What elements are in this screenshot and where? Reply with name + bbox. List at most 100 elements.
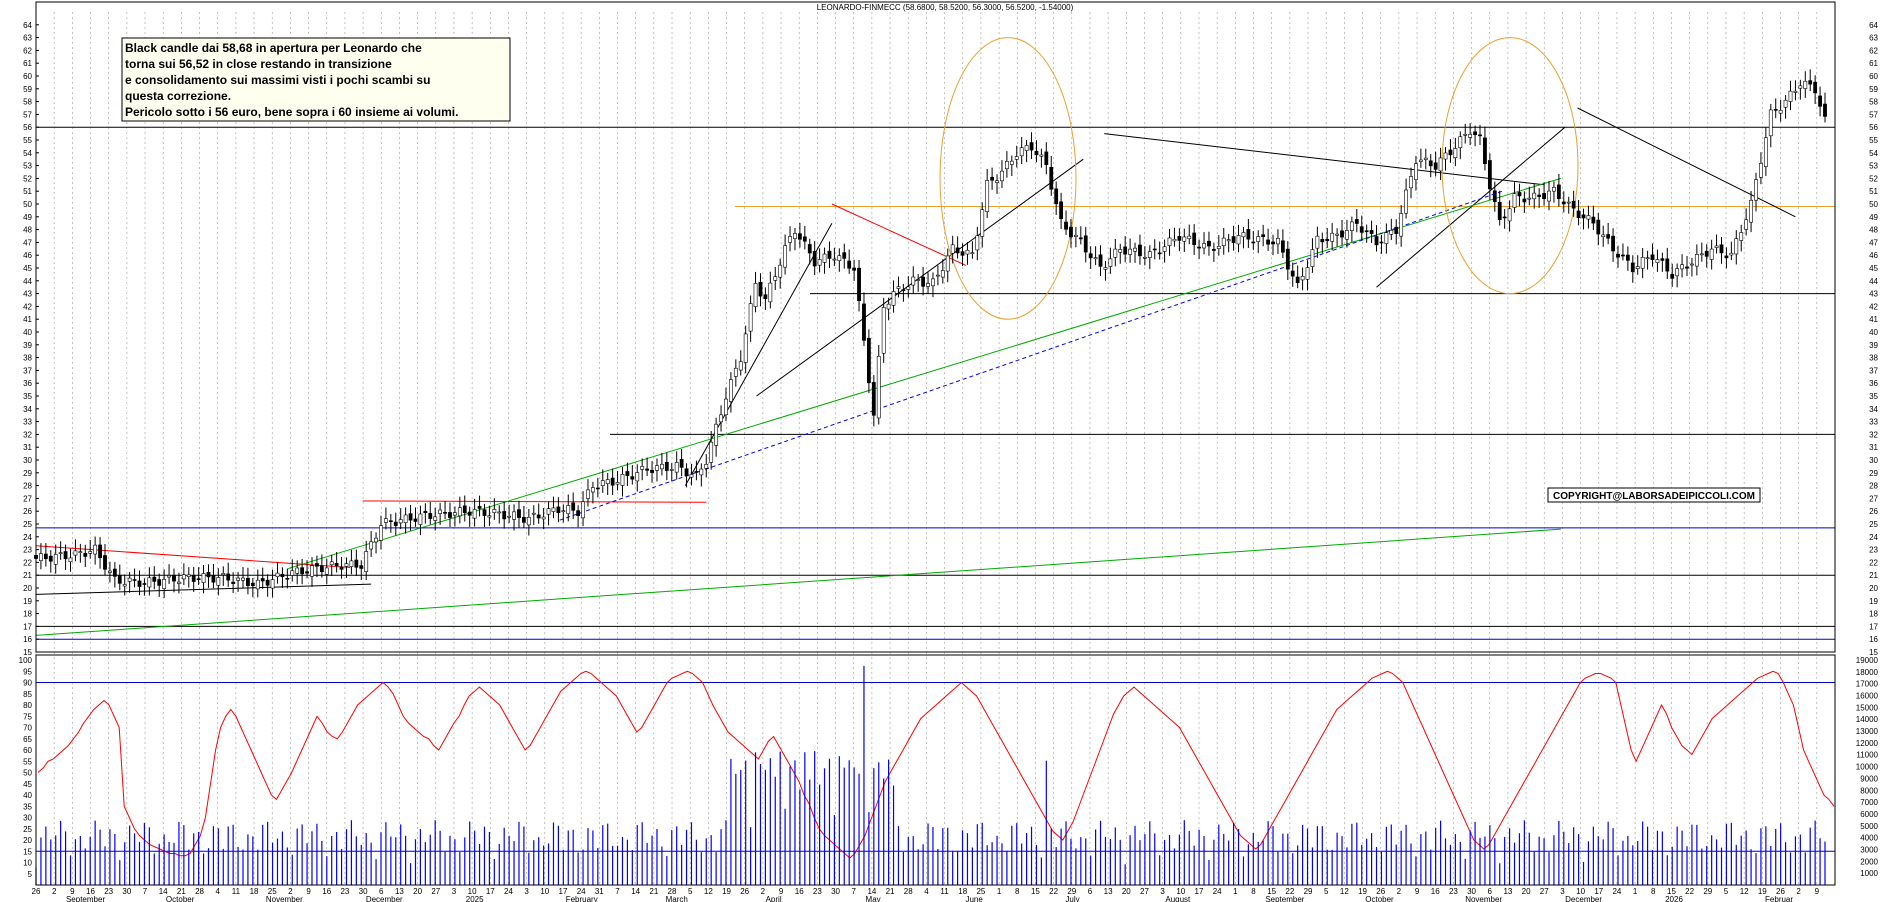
x-day-tick: 22	[1049, 887, 1058, 896]
candle-body	[980, 209, 985, 237]
candle-body	[891, 291, 896, 306]
candle-body	[1517, 192, 1522, 197]
candle-body	[1487, 160, 1492, 190]
candle-body	[196, 578, 201, 581]
candle-body	[1157, 252, 1162, 255]
candle-body	[103, 555, 107, 570]
candle-body	[881, 307, 886, 354]
candle-body	[1207, 240, 1211, 247]
trend-line	[362, 500, 707, 503]
candle-body	[1034, 150, 1039, 156]
x-day-tick: 28	[195, 887, 204, 896]
x-day-tick: 5	[688, 887, 693, 896]
candle-body	[428, 513, 433, 519]
x-day-tick: 29	[1067, 887, 1076, 896]
candle-body	[1019, 147, 1024, 157]
candle-body	[640, 466, 645, 470]
y-tick-right: 38	[1869, 354, 1878, 363]
x-day-tick: 30	[359, 887, 368, 896]
x-day-tick: 21	[177, 887, 186, 896]
x-month-tick: October	[166, 895, 195, 902]
osc-tick: 90	[23, 679, 32, 688]
y-tick-right: 44	[1869, 277, 1878, 286]
y-tick-left: 26	[23, 507, 32, 516]
candle-body	[1473, 131, 1477, 136]
candle-body	[63, 551, 68, 560]
candle-body	[1418, 159, 1423, 162]
candle-body	[1433, 162, 1438, 170]
x-day-tick: 11	[940, 887, 949, 896]
candle-body	[241, 577, 245, 581]
x-day-tick: 5	[1724, 887, 1729, 896]
candle-body	[595, 487, 600, 490]
candle-body	[768, 282, 773, 303]
volume-tick: 7000	[1860, 798, 1878, 807]
osc-tick: 30	[23, 814, 32, 823]
x-day-tick: 3	[1560, 887, 1565, 896]
candle-body	[191, 575, 196, 582]
candle-body	[802, 236, 807, 242]
x-day-tick: 20	[413, 887, 422, 896]
candle-body	[1759, 163, 1763, 178]
candle-body	[1616, 253, 1620, 258]
candle-body	[679, 459, 684, 468]
candle-body	[305, 571, 309, 574]
y-tick-left: 20	[23, 584, 32, 593]
candle-body	[551, 507, 556, 512]
x-day-tick: 17	[559, 887, 568, 896]
y-tick-right: 32	[1869, 430, 1878, 439]
y-tick-right: 50	[1869, 200, 1878, 209]
y-tick-left: 34	[23, 405, 32, 414]
chart-title: LEONARDO-FINMECC (58.6800, 58.5200, 56.3…	[817, 3, 1074, 12]
y-tick-left: 44	[23, 277, 32, 286]
candle-body	[1448, 149, 1453, 156]
y-tick-left: 52	[23, 174, 32, 183]
candle-body	[995, 180, 999, 183]
osc-tick: 40	[23, 791, 32, 800]
candle-body	[955, 247, 960, 254]
osc-tick: 80	[23, 701, 32, 710]
volume-tick: 5000	[1860, 822, 1878, 831]
candle-body	[177, 581, 181, 584]
y-tick-left: 55	[23, 136, 32, 145]
candle-body	[1172, 238, 1177, 242]
candle-body	[1744, 219, 1749, 230]
x-day-tick: 3	[1160, 887, 1165, 896]
copyright-box: COPYRIGHT@LABORSADEIPICCOLI.COM	[1547, 487, 1761, 503]
candle-body	[965, 249, 970, 255]
candle-body	[329, 561, 334, 566]
candle-body	[98, 544, 102, 559]
x-day-tick: 1	[1233, 887, 1238, 896]
candle-body	[408, 513, 413, 521]
y-tick-left: 30	[23, 456, 32, 465]
candle-body	[1714, 245, 1719, 248]
x-month-tick: December	[366, 895, 403, 902]
trend-line	[1376, 126, 1566, 288]
y-tick-left: 42	[23, 302, 32, 311]
candle-body	[334, 563, 339, 567]
y-tick-right: 53	[1869, 162, 1878, 171]
candle-body	[507, 515, 512, 518]
candle-body	[221, 573, 226, 576]
candle-body	[1571, 200, 1576, 209]
y-tick-left: 62	[23, 46, 32, 55]
candle-body	[1453, 148, 1458, 158]
x-day-tick: 29	[1703, 887, 1712, 896]
x-day-tick: 7	[615, 887, 620, 896]
candle-body	[1532, 192, 1537, 200]
candle-body	[438, 509, 443, 514]
candle-body	[1635, 266, 1640, 269]
candle-body	[674, 462, 679, 473]
annotation-line: e consolidamento sui massimi visti i poc…	[125, 73, 430, 87]
x-day-tick: 25	[976, 887, 985, 896]
candle-body	[157, 579, 162, 586]
x-day-tick: 25	[268, 887, 277, 896]
osc-tick: 70	[23, 724, 32, 733]
candle-body	[359, 565, 364, 569]
x-day-tick: 10	[468, 887, 477, 896]
candle-body	[73, 550, 78, 556]
y-tick-right: 28	[1869, 482, 1878, 491]
x-day-tick: 11	[232, 887, 241, 896]
candle-body	[1216, 246, 1221, 249]
candle-body	[1004, 161, 1009, 170]
